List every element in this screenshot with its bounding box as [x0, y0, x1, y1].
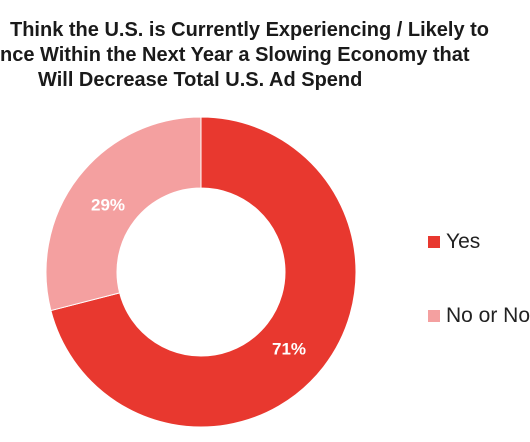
donut-slices [45, 116, 357, 428]
legend-item-yes: Yes [428, 230, 480, 254]
donut-slice-yes [50, 116, 357, 428]
legend-label-yes: Yes [446, 230, 481, 253]
legend-swatch-no [428, 310, 440, 322]
legend-item-no: No or No [428, 304, 530, 328]
donut-label-no: 29% [91, 195, 125, 214]
legend-swatch-yes [428, 236, 440, 248]
legend-label-no: No or No [446, 304, 530, 327]
chart-title-line-2: nce Within the Next Year a Slowing Econo… [0, 44, 470, 66]
chart-title-line-3: Will Decrease Total U.S. Ad Spend [38, 69, 363, 91]
chart-title-line-1: Think the U.S. is Currently Experiencing… [10, 19, 489, 41]
donut-slice-no [45, 116, 202, 312]
donut-label-yes: 71% [272, 339, 306, 358]
donut-labels: 71% 29% [91, 195, 306, 358]
